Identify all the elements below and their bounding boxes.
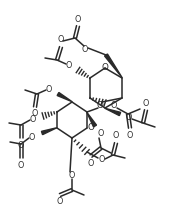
Polygon shape (104, 54, 122, 78)
Text: O: O (29, 132, 35, 141)
Text: O: O (32, 110, 38, 119)
Text: O: O (46, 84, 52, 94)
Text: O: O (113, 132, 119, 140)
Polygon shape (41, 128, 57, 135)
Text: O: O (18, 141, 24, 151)
Text: O: O (111, 102, 117, 111)
Text: O: O (126, 113, 132, 122)
Polygon shape (105, 108, 121, 116)
Text: O: O (98, 130, 104, 138)
Text: O: O (75, 16, 81, 24)
Text: O: O (127, 130, 133, 140)
Text: O: O (88, 159, 94, 167)
Text: O: O (96, 100, 103, 110)
Text: O: O (99, 156, 105, 165)
Text: O: O (18, 160, 24, 170)
Text: O: O (143, 98, 149, 108)
Text: O: O (88, 124, 95, 132)
Text: O: O (58, 35, 64, 44)
Text: O: O (66, 60, 72, 70)
Text: O: O (57, 197, 63, 206)
Text: O: O (82, 44, 88, 54)
Text: O: O (102, 62, 108, 71)
Text: O: O (30, 114, 36, 124)
Polygon shape (57, 92, 72, 102)
Polygon shape (87, 112, 96, 127)
Text: O: O (69, 170, 75, 179)
